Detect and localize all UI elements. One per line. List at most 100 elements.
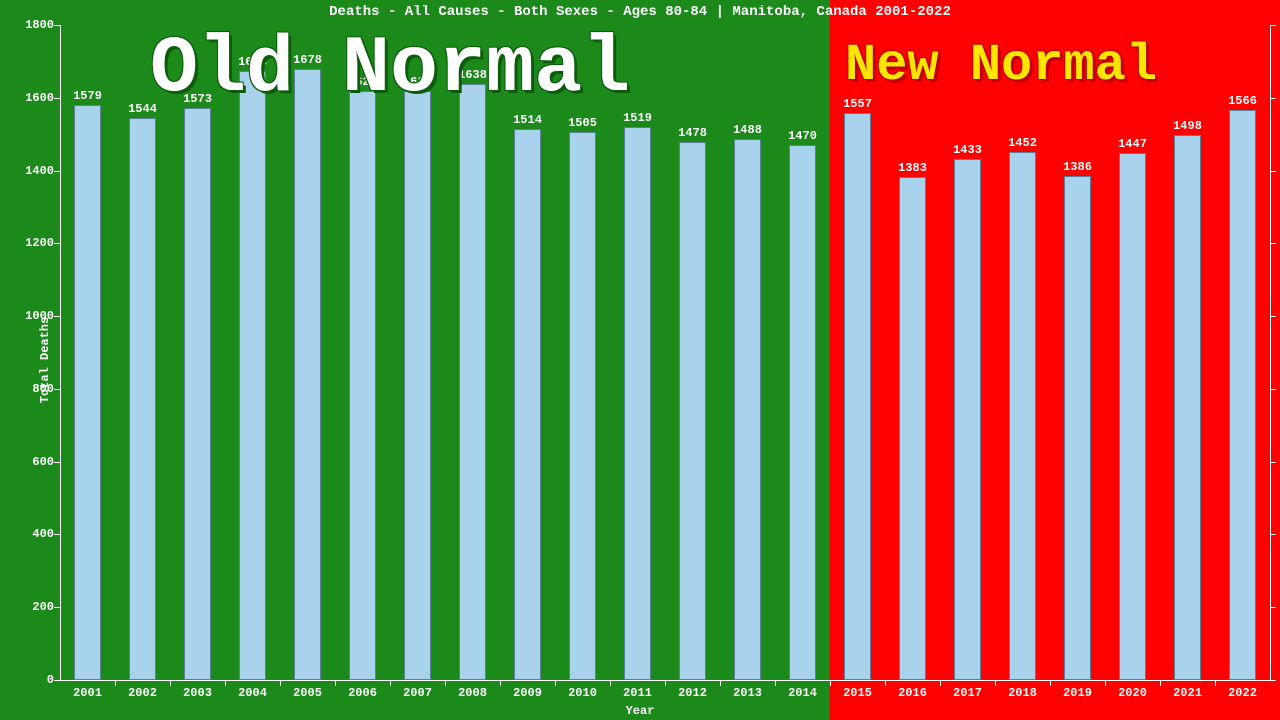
x-axis-label: Year xyxy=(0,704,1280,718)
bar xyxy=(514,129,542,680)
x-tick-label: 2017 xyxy=(953,686,982,700)
y-tick-mark xyxy=(1270,462,1276,463)
y-tick-mark xyxy=(1270,680,1276,681)
x-tick-label: 2008 xyxy=(458,686,487,700)
new-normal-label: New Normal xyxy=(845,40,1157,92)
y-tick-label: 0 xyxy=(20,673,54,687)
x-tick-mark xyxy=(445,680,446,686)
x-tick-label: 2019 xyxy=(1063,686,1092,700)
y-tick-mark xyxy=(54,462,60,463)
y-tick-label: 600 xyxy=(20,455,54,469)
y-tick-label: 400 xyxy=(20,527,54,541)
y-tick-mark xyxy=(54,389,60,390)
y-tick-label: 1400 xyxy=(20,164,54,178)
y-tick-mark xyxy=(1270,25,1276,26)
bar xyxy=(734,139,762,680)
bar xyxy=(1229,110,1257,680)
chart-title: Deaths - All Causes - Both Sexes - Ages … xyxy=(0,4,1280,20)
x-tick-label: 2015 xyxy=(843,686,872,700)
bar-value-label: 1514 xyxy=(513,113,542,127)
x-tick-mark xyxy=(1160,680,1161,686)
y-tick-mark xyxy=(54,171,60,172)
y-tick-mark xyxy=(1270,243,1276,244)
x-tick-label: 2022 xyxy=(1228,686,1257,700)
bar-value-label: 1433 xyxy=(953,143,982,157)
bar xyxy=(1119,153,1147,680)
x-tick-label: 2020 xyxy=(1118,686,1147,700)
bar-value-label: 1386 xyxy=(1063,160,1092,174)
y-tick-mark xyxy=(54,316,60,317)
bar-value-label: 1470 xyxy=(788,129,817,143)
bar xyxy=(239,71,267,680)
x-tick-label: 2016 xyxy=(898,686,927,700)
x-tick-mark xyxy=(665,680,666,686)
x-tick-mark xyxy=(390,680,391,686)
bar xyxy=(624,127,652,680)
x-tick-label: 2005 xyxy=(293,686,322,700)
bar xyxy=(184,108,212,680)
x-tick-mark xyxy=(170,680,171,686)
bar xyxy=(789,145,817,680)
y-tick-mark xyxy=(54,98,60,99)
x-tick-label: 2006 xyxy=(348,686,377,700)
x-tick-label: 2018 xyxy=(1008,686,1037,700)
bar xyxy=(1064,176,1092,680)
y-tick-label: 800 xyxy=(20,382,54,396)
x-tick-mark xyxy=(775,680,776,686)
y-tick-label: 1800 xyxy=(20,18,54,32)
bar-value-label: 1383 xyxy=(898,161,927,175)
new-normal-bg xyxy=(830,0,1280,720)
y-tick-mark xyxy=(1270,98,1276,99)
y-tick-mark xyxy=(54,25,60,26)
x-tick-mark xyxy=(1105,680,1106,686)
x-tick-mark xyxy=(885,680,886,686)
bar xyxy=(954,159,982,680)
x-tick-mark xyxy=(940,680,941,686)
old-normal-label: Old Normal xyxy=(150,30,630,110)
y-tick-mark xyxy=(1270,171,1276,172)
y-tick-label: 1600 xyxy=(20,91,54,105)
bar xyxy=(74,105,102,680)
x-tick-mark xyxy=(225,680,226,686)
y-tick-mark xyxy=(1270,389,1276,390)
bar-value-label: 1505 xyxy=(568,116,597,130)
bar xyxy=(459,84,487,680)
chart-root: Deaths - All Causes - Both Sexes - Ages … xyxy=(0,0,1280,720)
x-tick-mark xyxy=(610,680,611,686)
x-tick-label: 2009 xyxy=(513,686,542,700)
bar-value-label: 1478 xyxy=(678,126,707,140)
y-tick-label: 200 xyxy=(20,600,54,614)
bar-value-label: 1566 xyxy=(1228,94,1257,108)
bar-value-label: 1498 xyxy=(1173,119,1202,133)
bar xyxy=(1174,135,1202,680)
x-tick-mark xyxy=(335,680,336,686)
y-tick-mark xyxy=(54,534,60,535)
y-axis-line-right xyxy=(1270,25,1271,680)
bar xyxy=(844,113,872,680)
x-tick-mark xyxy=(280,680,281,686)
y-axis-line-left xyxy=(60,25,61,680)
bar xyxy=(679,142,707,680)
x-tick-label: 2002 xyxy=(128,686,157,700)
x-tick-label: 2021 xyxy=(1173,686,1202,700)
y-tick-mark xyxy=(54,607,60,608)
x-tick-label: 2011 xyxy=(623,686,652,700)
y-tick-label: 1000 xyxy=(20,309,54,323)
bar xyxy=(899,177,927,680)
bar-value-label: 1447 xyxy=(1118,137,1147,151)
y-tick-label: 1200 xyxy=(20,236,54,250)
bar xyxy=(569,132,597,680)
x-tick-label: 2010 xyxy=(568,686,597,700)
bar-value-label: 1557 xyxy=(843,97,872,111)
x-tick-mark xyxy=(995,680,996,686)
bar xyxy=(129,118,157,680)
bar xyxy=(294,69,322,680)
x-tick-label: 2007 xyxy=(403,686,432,700)
x-tick-mark xyxy=(1050,680,1051,686)
bar-value-label: 1579 xyxy=(73,89,102,103)
bar xyxy=(404,91,432,681)
bar xyxy=(349,91,377,681)
x-tick-label: 2004 xyxy=(238,686,267,700)
x-tick-mark xyxy=(720,680,721,686)
y-tick-mark xyxy=(54,680,60,681)
